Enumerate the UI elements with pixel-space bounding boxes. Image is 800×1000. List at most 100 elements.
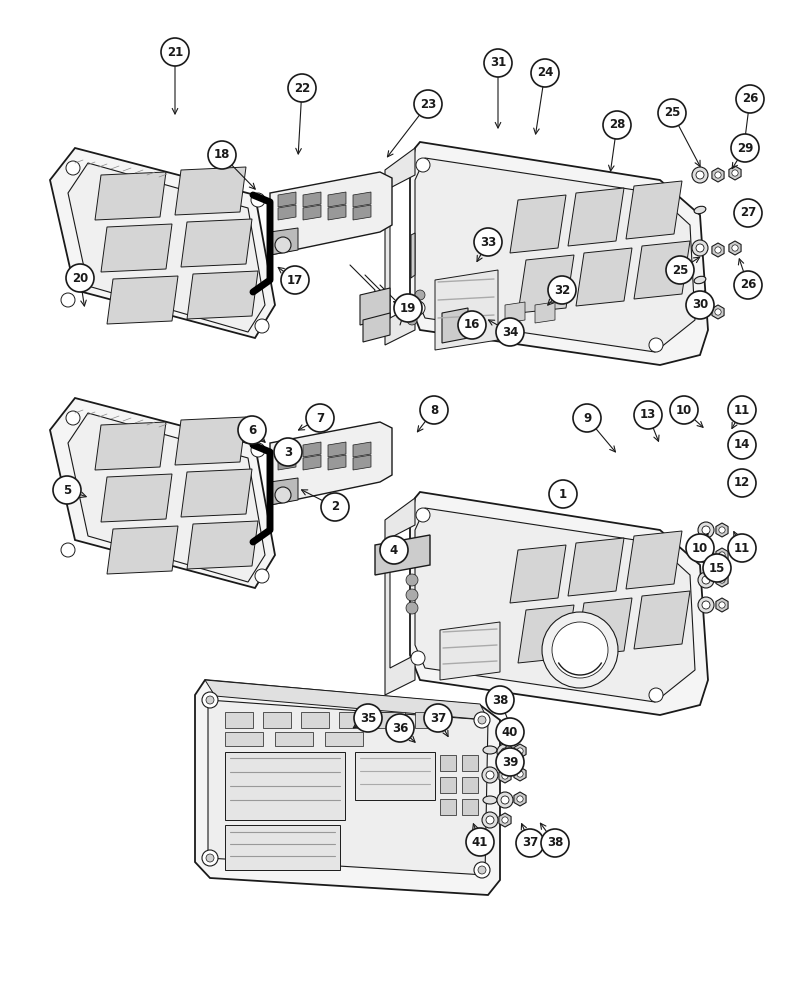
Polygon shape xyxy=(712,168,724,182)
Polygon shape xyxy=(442,308,468,343)
Polygon shape xyxy=(101,224,172,272)
Polygon shape xyxy=(101,474,172,522)
Circle shape xyxy=(66,411,80,425)
Circle shape xyxy=(274,438,302,466)
Circle shape xyxy=(416,508,430,522)
Polygon shape xyxy=(440,799,456,815)
Circle shape xyxy=(482,767,498,783)
Polygon shape xyxy=(353,455,371,470)
Circle shape xyxy=(53,476,81,504)
Circle shape xyxy=(208,141,236,169)
Polygon shape xyxy=(303,442,321,457)
Text: 39: 39 xyxy=(502,756,518,768)
Circle shape xyxy=(696,244,704,252)
Polygon shape xyxy=(205,680,488,720)
Polygon shape xyxy=(225,825,340,870)
Circle shape xyxy=(516,829,544,857)
Circle shape xyxy=(732,170,738,176)
Circle shape xyxy=(603,111,631,139)
Text: 3: 3 xyxy=(284,446,292,458)
Polygon shape xyxy=(462,755,478,771)
Polygon shape xyxy=(270,228,298,255)
Circle shape xyxy=(517,796,523,802)
Circle shape xyxy=(703,554,731,582)
Text: 36: 36 xyxy=(392,722,408,734)
Circle shape xyxy=(728,534,756,562)
Polygon shape xyxy=(510,545,566,603)
Polygon shape xyxy=(208,700,488,875)
Polygon shape xyxy=(729,166,741,180)
Polygon shape xyxy=(385,148,415,345)
Polygon shape xyxy=(325,732,363,746)
Circle shape xyxy=(424,704,452,732)
Polygon shape xyxy=(303,205,321,220)
Text: 20: 20 xyxy=(72,271,88,284)
Polygon shape xyxy=(716,548,728,562)
Circle shape xyxy=(666,256,694,284)
Polygon shape xyxy=(576,598,632,656)
Polygon shape xyxy=(415,712,443,728)
Text: 8: 8 xyxy=(430,403,438,416)
Circle shape xyxy=(653,541,667,555)
Text: 31: 31 xyxy=(490,56,506,70)
Circle shape xyxy=(698,547,714,563)
Polygon shape xyxy=(187,271,258,319)
Text: 26: 26 xyxy=(742,93,758,105)
Polygon shape xyxy=(510,195,566,253)
Polygon shape xyxy=(462,799,478,815)
Circle shape xyxy=(696,306,704,314)
Circle shape xyxy=(517,748,523,754)
Circle shape xyxy=(255,569,269,583)
Circle shape xyxy=(420,396,448,424)
Circle shape xyxy=(411,651,425,665)
Polygon shape xyxy=(729,241,741,255)
Polygon shape xyxy=(339,712,367,728)
Polygon shape xyxy=(328,455,346,470)
Circle shape xyxy=(719,577,725,583)
Text: 6: 6 xyxy=(248,424,256,436)
Polygon shape xyxy=(716,598,728,612)
Circle shape xyxy=(406,602,418,614)
Circle shape xyxy=(411,301,425,315)
Polygon shape xyxy=(716,573,728,587)
Circle shape xyxy=(731,134,759,162)
Circle shape xyxy=(486,686,514,714)
Text: 7: 7 xyxy=(316,412,324,424)
Circle shape xyxy=(416,158,430,172)
Text: 11: 11 xyxy=(734,403,750,416)
Circle shape xyxy=(734,199,762,227)
Text: 1: 1 xyxy=(559,488,567,500)
Circle shape xyxy=(466,828,494,856)
Circle shape xyxy=(696,171,704,179)
Text: 14: 14 xyxy=(734,438,750,452)
Polygon shape xyxy=(95,172,166,220)
Circle shape xyxy=(497,744,513,760)
Polygon shape xyxy=(462,777,478,793)
Circle shape xyxy=(634,401,662,429)
Polygon shape xyxy=(385,498,415,695)
Circle shape xyxy=(734,271,762,299)
Polygon shape xyxy=(328,205,346,220)
Polygon shape xyxy=(107,526,178,574)
Text: 30: 30 xyxy=(692,298,708,312)
Circle shape xyxy=(686,291,714,319)
Polygon shape xyxy=(514,744,526,758)
Polygon shape xyxy=(355,752,435,800)
Polygon shape xyxy=(363,313,390,342)
Polygon shape xyxy=(301,712,329,728)
Polygon shape xyxy=(514,767,526,781)
Circle shape xyxy=(275,237,291,253)
Circle shape xyxy=(251,443,265,457)
Circle shape xyxy=(496,318,524,346)
Polygon shape xyxy=(626,181,682,239)
Circle shape xyxy=(238,416,266,444)
Polygon shape xyxy=(225,752,345,820)
Polygon shape xyxy=(50,398,275,588)
Circle shape xyxy=(552,622,608,678)
Text: 19: 19 xyxy=(400,302,416,314)
Text: 40: 40 xyxy=(502,726,518,738)
Polygon shape xyxy=(716,523,728,537)
Polygon shape xyxy=(175,167,246,215)
Polygon shape xyxy=(518,605,574,663)
Circle shape xyxy=(715,247,721,253)
